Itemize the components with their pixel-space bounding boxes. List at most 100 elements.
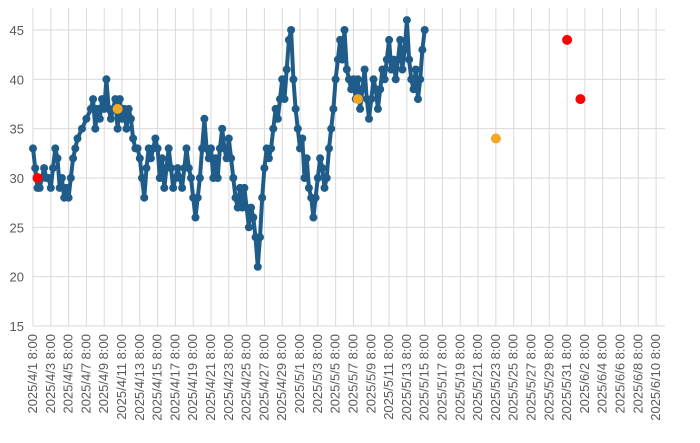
data-point <box>160 183 169 192</box>
data-point <box>311 193 320 202</box>
data-point <box>118 114 126 123</box>
data-point <box>200 114 209 123</box>
data-point <box>418 45 427 54</box>
data-point <box>402 16 411 25</box>
data-point <box>187 174 195 182</box>
x-tick-label: 2025/4/21 8:00 <box>203 334 218 421</box>
data-point <box>369 75 378 84</box>
y-tick-label: 25 <box>10 220 24 235</box>
data-point <box>365 114 373 123</box>
data-point <box>387 65 396 74</box>
data-point <box>240 183 249 192</box>
data-point <box>106 114 115 123</box>
data-point <box>373 104 382 113</box>
x-tick-label: 2025/5/15 8:00 <box>417 334 432 421</box>
x-tick-label: 2025/4/7 8:00 <box>78 334 93 414</box>
data-point <box>195 174 204 182</box>
data-point <box>289 75 298 84</box>
data-point <box>360 65 369 74</box>
data-point <box>356 104 365 113</box>
y-axis-ticks: 15 20 25 30 35 40 45 <box>10 23 24 334</box>
data-point <box>316 154 325 163</box>
data-point <box>153 144 162 153</box>
data-point <box>414 95 422 104</box>
data-point <box>284 35 293 44</box>
x-tick-label: 2025/6/6 8:00 <box>612 334 627 414</box>
highlight-point-red <box>575 94 586 105</box>
data-point <box>178 183 187 192</box>
x-tick-label: 2025/5/5 8:00 <box>328 334 343 414</box>
data-point <box>291 104 300 113</box>
x-tick-label: 2025/4/29 8:00 <box>274 334 289 421</box>
data-point <box>102 75 111 84</box>
x-tick-label: 2025/4/1 8:00 <box>25 334 40 414</box>
data-point <box>409 85 418 94</box>
data-point <box>336 35 345 44</box>
data-point <box>155 174 164 182</box>
data-point <box>207 144 215 153</box>
data-point <box>318 164 327 173</box>
x-tick-label: 2025/5/11 8:00 <box>381 334 396 420</box>
data-point <box>340 26 349 34</box>
y-tick-label: 40 <box>10 72 24 87</box>
data-point <box>253 262 262 271</box>
data-point <box>66 174 75 182</box>
data-point <box>40 164 49 173</box>
data-point <box>249 213 258 222</box>
data-point <box>264 154 273 163</box>
data-point <box>204 154 213 163</box>
data-point <box>129 134 138 143</box>
data-point <box>231 193 240 202</box>
highlight-point-orange <box>352 94 363 105</box>
data-point <box>133 144 142 153</box>
data-point <box>220 144 229 153</box>
data-point <box>309 213 318 222</box>
data-point <box>394 55 402 64</box>
data-point <box>115 95 124 104</box>
y-tick-label: 30 <box>10 171 24 186</box>
data-point <box>320 183 329 192</box>
data-point <box>260 164 269 173</box>
x-tick-label: 2025/4/9 8:00 <box>96 334 111 414</box>
data-point <box>229 174 238 182</box>
data-point <box>405 55 414 64</box>
data-point <box>244 223 253 232</box>
x-axis-ticks: 2025/4/1 8:00 2025/4/3 8:00 2025/4/5 8:00 2… <box>25 334 663 421</box>
x-tick-label: 2025/5/21 8:00 <box>470 334 485 421</box>
data-point <box>135 154 144 163</box>
data-point <box>142 164 151 173</box>
data-point <box>93 104 102 113</box>
data-point <box>69 154 78 163</box>
data-point <box>296 144 304 153</box>
data-point <box>95 114 104 123</box>
data-point <box>164 144 173 153</box>
data-point <box>380 75 389 84</box>
data-point <box>280 95 289 104</box>
data-point <box>82 114 91 123</box>
data-point <box>158 154 167 163</box>
x-tick-label: 2025/4/5 8:00 <box>61 334 76 414</box>
x-tick-label: 2025/5/9 8:00 <box>363 334 378 414</box>
x-tick-label: 2025/5/19 8:00 <box>452 334 467 421</box>
data-point <box>327 124 336 133</box>
data-point <box>57 174 66 182</box>
data-point <box>269 124 278 133</box>
data-point <box>51 144 60 153</box>
y-tick-label: 45 <box>10 23 24 38</box>
x-tick-label: 2025/6/4 8:00 <box>595 334 610 414</box>
data-point <box>329 104 338 113</box>
data-point <box>71 144 80 153</box>
highlight-point-orange <box>490 133 501 144</box>
data-point <box>411 65 420 74</box>
x-tick-label: 2025/5/23 8:00 <box>488 334 503 421</box>
data-point <box>304 183 313 192</box>
data-point <box>293 124 302 133</box>
x-tick-label: 2025/4/19 8:00 <box>185 334 200 421</box>
data-point <box>358 85 367 94</box>
x-tick-label: 2025/4/27 8:00 <box>256 334 271 421</box>
data-point <box>342 65 351 74</box>
x-tick-label: 2025/4/17 8:00 <box>167 334 182 421</box>
data-point <box>385 35 394 44</box>
data-point <box>53 154 62 163</box>
